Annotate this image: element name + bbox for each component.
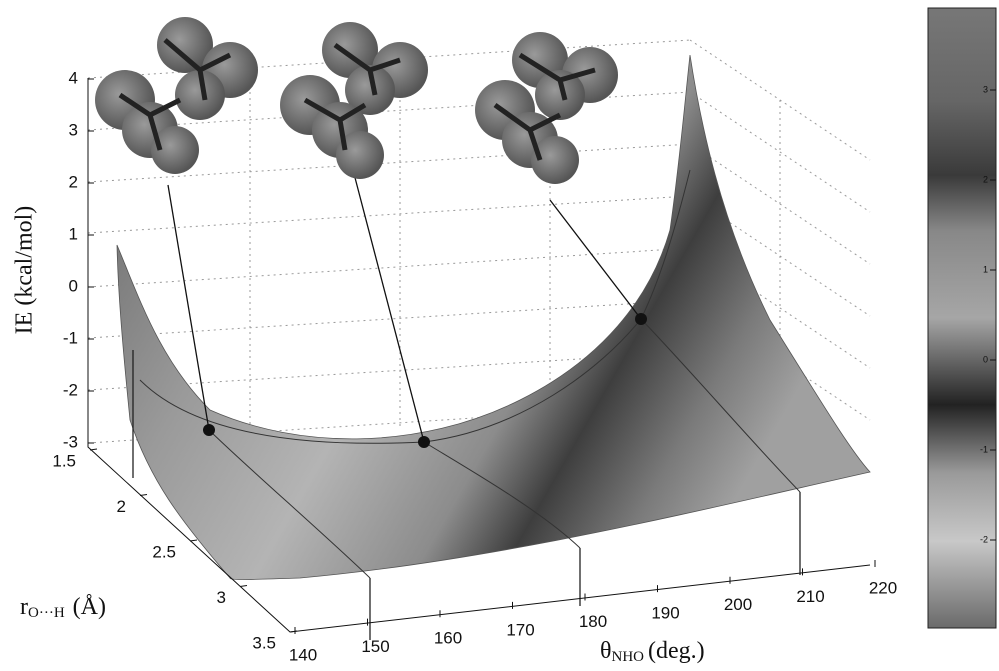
x-tick-label: 150	[361, 637, 389, 656]
axis-lines	[87, 78, 871, 633]
x-tick-label: 220	[869, 578, 897, 597]
z-axis-label: IE (kcal/mol)	[12, 206, 38, 335]
x-tick-label: 140	[289, 645, 317, 664]
z-tick-label: 4	[69, 68, 78, 87]
x-label-unit: (deg.)	[648, 638, 705, 664]
y-label-subscript: O···H	[28, 605, 65, 621]
y-tick-label: 2.5	[152, 542, 176, 561]
x-tick-label: 210	[796, 587, 824, 606]
z-tick-label: 1	[69, 224, 78, 243]
drop-lines	[132, 350, 801, 640]
x-label-subscript: NHO	[612, 649, 645, 665]
x-tick-label: 160	[434, 629, 462, 648]
y-tick	[189, 539, 198, 542]
y-tick-label: 3	[217, 588, 226, 607]
z-tick-label: -2	[63, 380, 78, 399]
colorbar-tick-label: 3	[983, 84, 988, 94]
colorbar	[927, 7, 997, 629]
y-tick-label: 1.5	[52, 451, 76, 470]
x-tick-label: 180	[579, 612, 607, 631]
z-tick-label: -3	[63, 432, 78, 451]
y-tick	[89, 448, 98, 451]
surface-curves	[139, 169, 801, 579]
x-tick-label: 200	[724, 595, 752, 614]
colorbar-tick-label: 1	[983, 264, 988, 274]
z-tick-label: -1	[63, 328, 78, 347]
y-label-unit: (Å)	[73, 594, 106, 620]
y-tick-label: 2	[117, 497, 126, 516]
colorbar-tick-label: 0	[983, 354, 988, 364]
y-tick	[289, 630, 298, 633]
y-tick	[239, 585, 248, 587]
molecules	[95, 17, 618, 184]
colorbar-tick-label: 2	[983, 174, 988, 184]
colorbar-tick-label: -2	[980, 534, 988, 544]
z-tick-label: 2	[69, 172, 78, 191]
x-tick-label: 190	[651, 604, 679, 623]
y-tick	[139, 494, 148, 496]
y-axis-label: rO···H (Å)	[20, 594, 106, 622]
x-axis-label: θNHO (deg.)	[600, 638, 705, 666]
leader-lines	[167, 169, 642, 443]
y-tick-label: 3.5	[252, 633, 276, 652]
surface	[116, 54, 871, 580]
y-label-symbol: r	[20, 594, 28, 620]
z-tick-label: 0	[69, 276, 78, 295]
x-label-symbol: θ	[600, 638, 612, 664]
colorbar-tick-label: -1	[980, 444, 988, 454]
x-tick-label: 170	[506, 620, 534, 639]
z-tick-label: 3	[69, 120, 78, 139]
